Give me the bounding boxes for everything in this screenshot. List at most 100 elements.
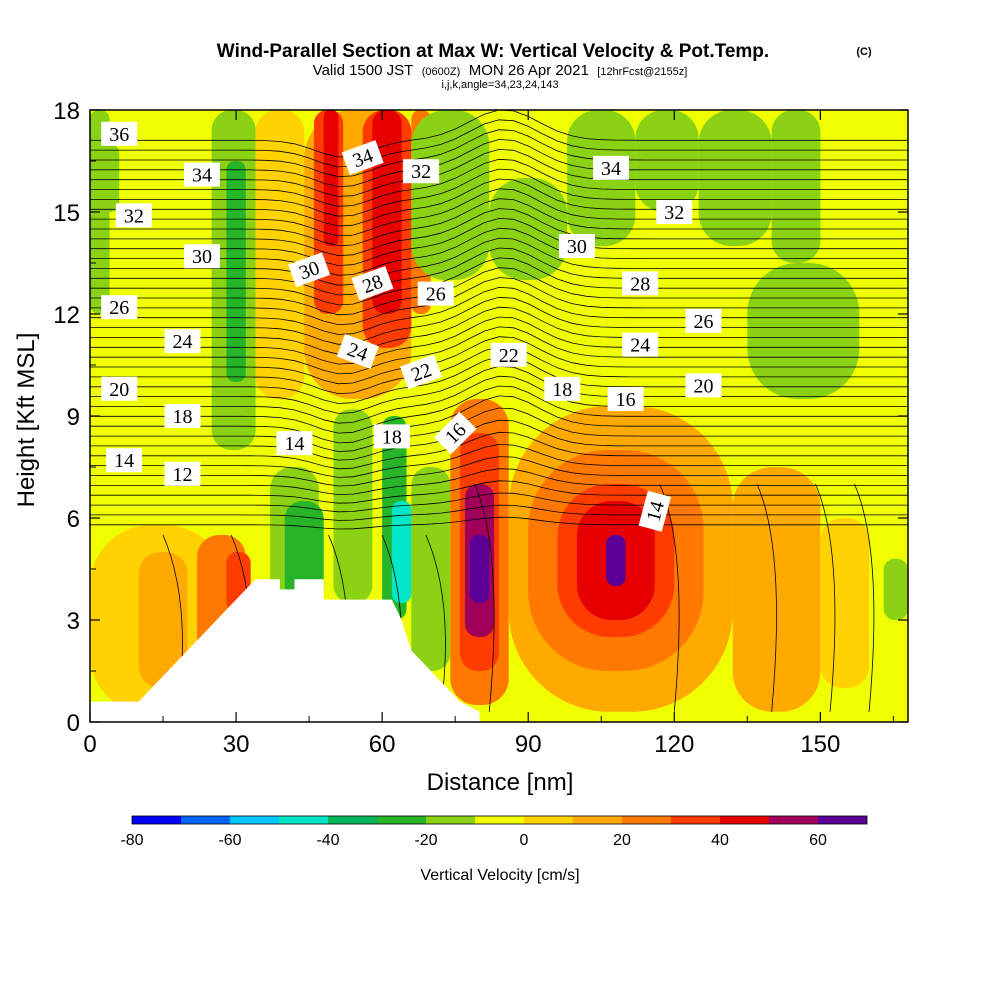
- x-tick-label: 0: [83, 731, 96, 758]
- colorbar-swatch: [328, 816, 377, 824]
- velocity-cell: [333, 409, 373, 603]
- colorbar-tick-label: 60: [809, 832, 827, 849]
- copyright-mark: (C): [856, 46, 872, 58]
- theta-label-box: [622, 332, 659, 357]
- subtitle-forecast: [12hrFcst@2155z]: [597, 66, 687, 78]
- colorbar-swatch: [671, 816, 720, 824]
- theta-label: 34: [183, 162, 220, 187]
- theta-contour: [90, 237, 908, 286]
- theta-contour: [90, 188, 908, 237]
- theta-label-text: 20: [109, 379, 129, 401]
- theta-label-box: [336, 333, 379, 369]
- theta-label: 14: [106, 448, 143, 473]
- theta-contour: [90, 247, 908, 296]
- chart-subtitle: Valid 1500 JST (0600Z) MON 26 Apr 2021 […: [313, 62, 688, 79]
- theta-contour-labels: 36 34 32 30 26 24 20 18 14 12 34 32 30 28 26 24 22 14 18 16…: [101, 121, 722, 532]
- theta-label-text: 26: [694, 311, 714, 333]
- colorbar-swatch: [475, 816, 524, 824]
- theta-contour: [90, 267, 908, 316]
- x-axis: 0 30 60 90 120 150: [83, 110, 894, 758]
- theta-label-text: 24: [630, 335, 650, 357]
- velocity-cell: [226, 161, 246, 382]
- theta-contour: [90, 443, 908, 478]
- theta-contour: [90, 504, 908, 521]
- theta-contour: [90, 168, 908, 217]
- theta-label: 30: [558, 234, 595, 258]
- theta-contour: [90, 148, 908, 197]
- theta-label-box: [183, 244, 220, 269]
- colorbar-swatch: [377, 816, 426, 824]
- x-tick-label: 90: [515, 731, 542, 758]
- theta-label-box: [638, 490, 672, 532]
- theta-label-box: [544, 376, 581, 401]
- theta-contour: [90, 516, 908, 530]
- theta-contour: [90, 227, 908, 276]
- theta-label: 16: [607, 387, 644, 411]
- theta-label-text: 32: [411, 161, 431, 183]
- theta-contour: [90, 158, 908, 207]
- theta-contour: [90, 480, 908, 504]
- theta-label: 24: [622, 332, 659, 357]
- colorbar-swatch: [573, 816, 622, 824]
- theta-contour: [90, 257, 908, 306]
- y-tick-label: 6: [67, 506, 80, 533]
- colorbar-tick-label: -20: [414, 832, 437, 849]
- theta-contour: [90, 277, 908, 326]
- theta-label: 20: [101, 376, 138, 401]
- subtitle-date: MON 26 Apr 2021: [469, 62, 589, 79]
- theta-contour: [815, 483, 836, 712]
- theta-contour: [474, 483, 495, 712]
- velocity-cell: [323, 110, 339, 246]
- colorbar-tick-label: -60: [218, 832, 241, 849]
- theta-label-text: 32: [664, 202, 684, 224]
- velocity-cell: [99, 144, 120, 212]
- plot-area: [90, 110, 908, 722]
- theta-label: 30: [288, 252, 331, 288]
- theta-label-text: 12: [173, 464, 193, 486]
- theta-label: 18: [164, 404, 201, 428]
- theta-label: 32: [403, 159, 440, 184]
- colorbar-swatch: [279, 816, 328, 824]
- theta-label: 12: [164, 461, 201, 486]
- velocity-cell: [771, 110, 821, 263]
- velocity-cell: [698, 110, 772, 246]
- theta-label: 26: [685, 308, 722, 333]
- velocity-cell: [138, 552, 188, 688]
- y-tick-label: 9: [67, 404, 80, 431]
- colorbar-swatch: [769, 816, 818, 824]
- theta-label-text: 32: [124, 205, 144, 227]
- velocity-cell: [820, 518, 870, 688]
- theta-label-box: [592, 155, 629, 180]
- theta-label-text: 14: [285, 433, 305, 455]
- theta-label: 32: [115, 203, 152, 228]
- colorbar-tick-label: 20: [613, 832, 631, 849]
- colorbar-swatch: [181, 816, 230, 824]
- theta-label-text: 16: [616, 389, 636, 411]
- x-tick-label: 30: [223, 731, 250, 758]
- colorbar-swatch: [818, 816, 867, 824]
- theta-contour: [90, 492, 908, 513]
- theta-label-box: [115, 203, 152, 228]
- theta-label: 34: [592, 155, 629, 180]
- velocity-cell: [635, 110, 699, 212]
- theta-label-text: 28: [630, 273, 650, 295]
- theta-label-box: [164, 461, 201, 486]
- y-tick-label: 12: [53, 302, 80, 329]
- theta-contour: [90, 139, 908, 188]
- velocity-cell: [747, 263, 860, 399]
- theta-contour: [90, 326, 908, 375]
- theta-contour: [90, 286, 908, 335]
- colorbar-swatch: [622, 816, 671, 824]
- theta-label: 26: [417, 281, 454, 306]
- theta-label-box: [106, 448, 143, 473]
- theta-label-text: 24: [173, 331, 193, 353]
- theta-label-box: [276, 431, 313, 456]
- y-axis-label: Height [Kft MSL]: [13, 333, 40, 508]
- velocity-cell: [883, 558, 908, 620]
- theta-contours: [90, 110, 908, 712]
- colorbar-tick-label: 0: [520, 832, 529, 849]
- theta-contour: [90, 407, 908, 452]
- x-axis-label: Distance [nm]: [427, 769, 574, 796]
- theta-contour: [90, 419, 908, 461]
